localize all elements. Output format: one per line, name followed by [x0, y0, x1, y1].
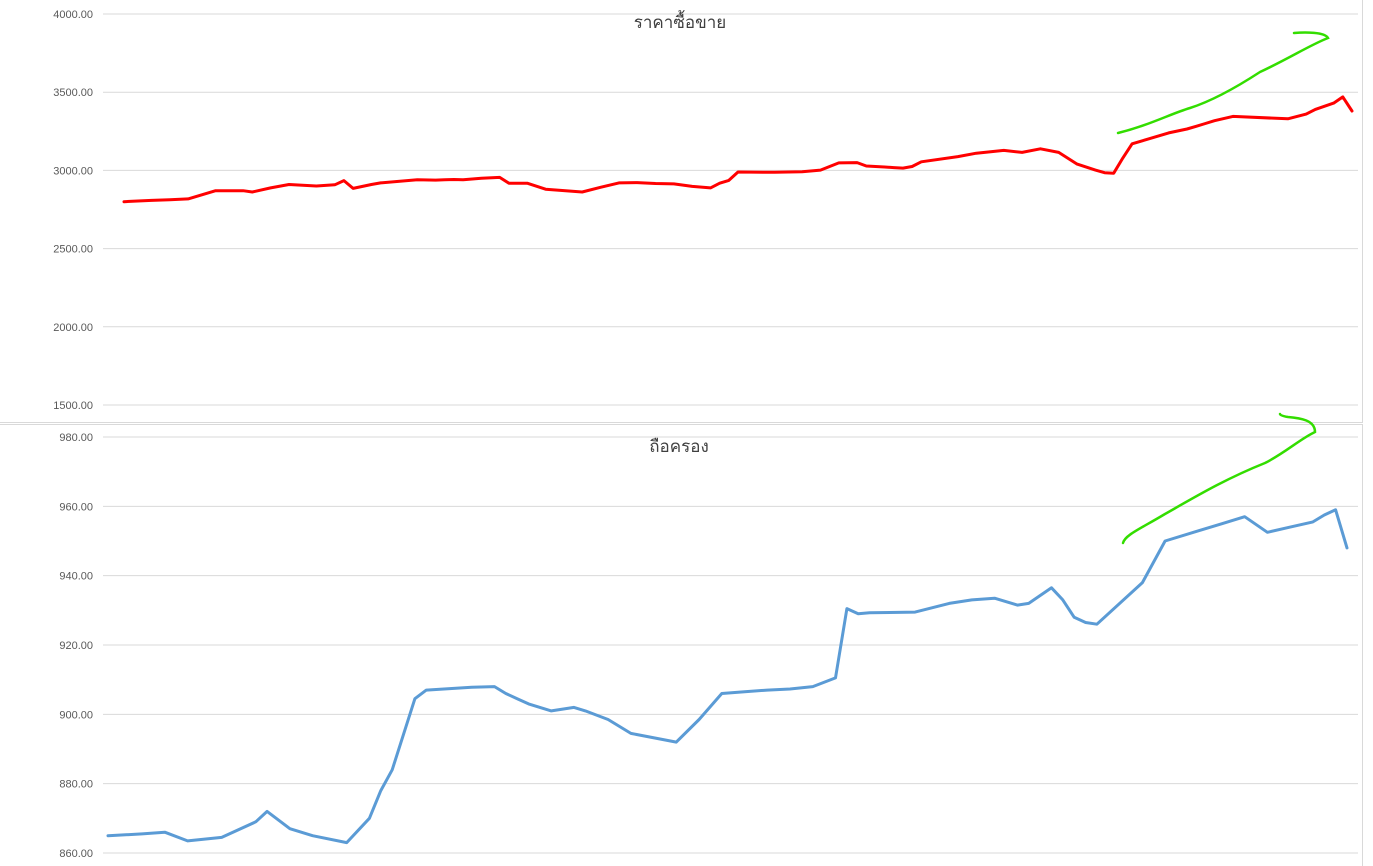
y-tick-label: 3000.00	[53, 165, 93, 177]
trend-annotation	[1121, 412, 1317, 545]
y-tick-label: 980.00	[59, 432, 93, 444]
y-tick-label: 940.00	[59, 571, 93, 583]
y-tick-label: 3500.00	[53, 87, 93, 99]
series-line	[106, 508, 1349, 845]
y-tick-label: 2500.00	[53, 244, 93, 256]
holding-chart-panel[interactable]: 980.00 960.00 940.00 920.00 900.00 880.00 860.…	[0, 412, 1363, 866]
y-tick-label: 4000.00	[53, 9, 93, 21]
trend-annotation	[1116, 31, 1330, 135]
holding-chart-svg: 980.00 960.00 940.00 920.00 900.00 880.00 860.…	[59, 412, 1358, 860]
price-chart-svg: 4000.00 3500.00 3000.00 2500.00 2000.00 1500.…	[53, 9, 1358, 412]
y-tick-label: 1500.00	[53, 400, 93, 412]
chart-title: ราคาซื้อขาย	[634, 10, 726, 33]
y-tick-label: 880.00	[59, 779, 93, 791]
price-chart-panel[interactable]: 4000.00 3500.00 3000.00 2500.00 2000.00 1500.…	[0, 0, 1363, 423]
series-line	[122, 95, 1354, 204]
y-tick-label: 2000.00	[53, 322, 93, 334]
y-tick-label: 920.00	[59, 640, 93, 652]
y-tick-label: 860.00	[59, 848, 93, 860]
chart-title: ถือครอง	[649, 437, 709, 457]
y-tick-label: 900.00	[59, 709, 93, 721]
y-tick-label: 960.00	[59, 501, 93, 513]
